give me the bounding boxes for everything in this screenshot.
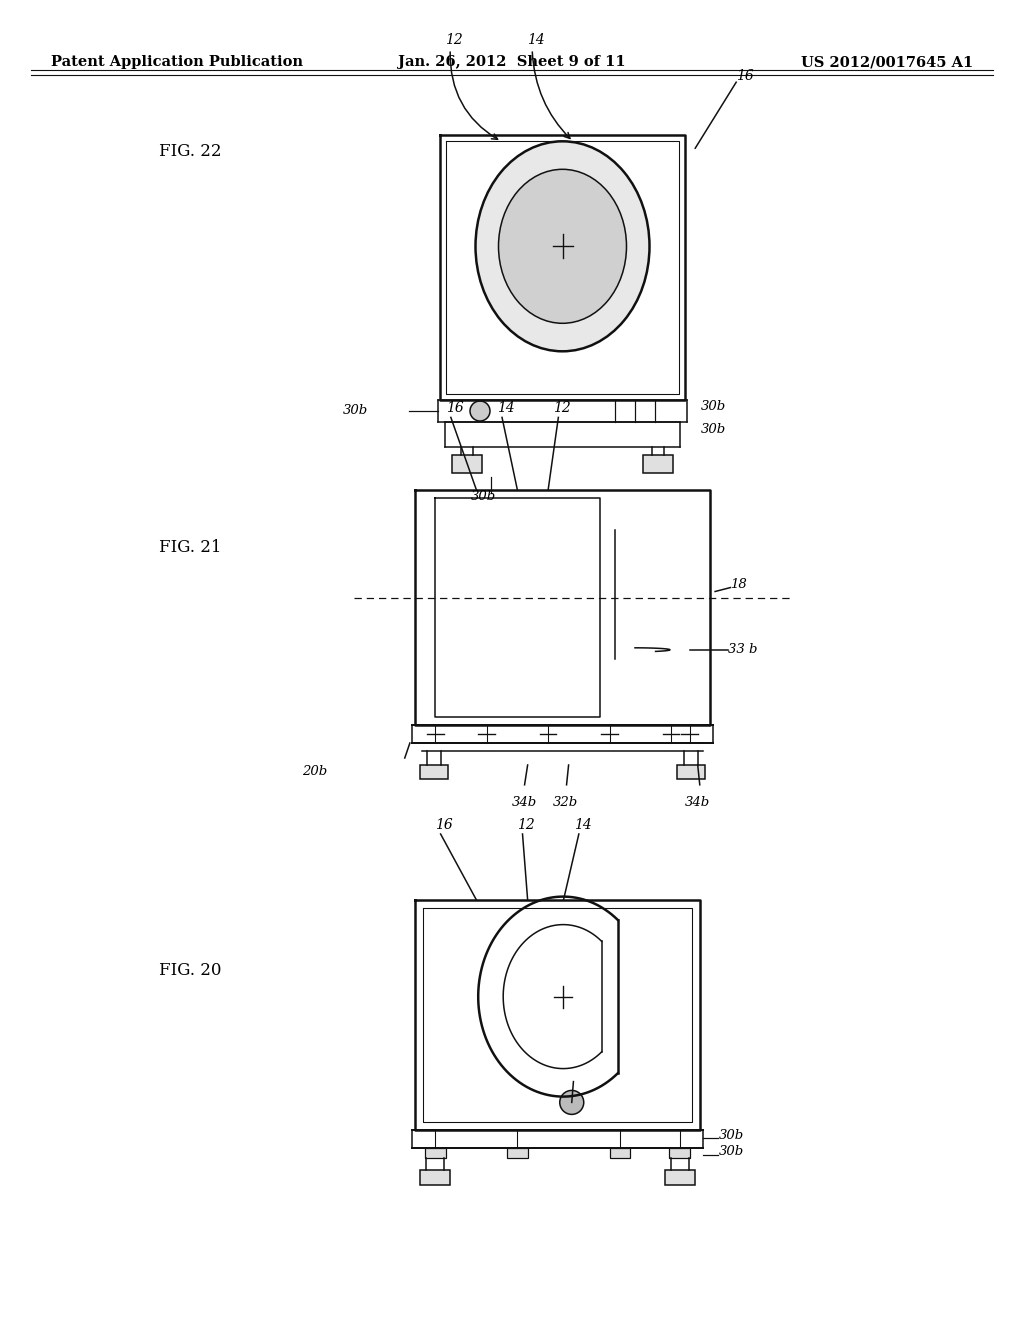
Bar: [677, 766, 705, 779]
Text: 34b: 34b: [512, 796, 538, 809]
Text: 32b: 32b: [553, 796, 579, 809]
Text: 12: 12: [445, 33, 463, 48]
Bar: [670, 1148, 690, 1158]
Text: 30b: 30b: [700, 422, 726, 436]
Text: 20b: 20b: [302, 766, 328, 777]
Text: Patent Application Publication: Patent Application Publication: [51, 55, 303, 69]
Text: 30b: 30b: [471, 490, 496, 503]
Text: FIG. 22: FIG. 22: [159, 144, 221, 160]
Text: 18: 18: [730, 578, 748, 591]
Bar: [507, 1148, 527, 1158]
Text: 14: 14: [573, 818, 592, 832]
Bar: [609, 1148, 630, 1158]
Bar: [420, 1170, 450, 1185]
Text: 30b: 30b: [719, 1129, 743, 1142]
Bar: [452, 455, 482, 473]
Circle shape: [560, 1090, 584, 1114]
Ellipse shape: [499, 169, 627, 323]
Bar: [425, 1148, 445, 1158]
Text: 30b: 30b: [700, 400, 726, 413]
Ellipse shape: [475, 141, 649, 351]
Text: 12: 12: [517, 818, 536, 832]
Text: 33 b: 33 b: [728, 643, 758, 656]
Bar: [643, 455, 673, 473]
Bar: [665, 1170, 695, 1185]
Text: 16: 16: [736, 69, 754, 83]
Text: 34b: 34b: [684, 796, 710, 809]
Bar: [420, 766, 449, 779]
Text: Jan. 26, 2012  Sheet 9 of 11: Jan. 26, 2012 Sheet 9 of 11: [398, 55, 626, 69]
Circle shape: [470, 401, 490, 421]
Text: FIG. 20: FIG. 20: [159, 962, 221, 978]
Text: US 2012/0017645 A1: US 2012/0017645 A1: [801, 55, 973, 69]
Text: 16: 16: [445, 401, 464, 416]
Text: 30b: 30b: [719, 1146, 743, 1159]
Text: 12: 12: [553, 401, 571, 416]
Text: 16: 16: [435, 818, 454, 832]
Text: FIG. 21: FIG. 21: [159, 540, 221, 556]
Text: 14: 14: [527, 33, 545, 48]
Text: 30b: 30b: [343, 404, 368, 417]
Text: 14: 14: [497, 401, 515, 416]
